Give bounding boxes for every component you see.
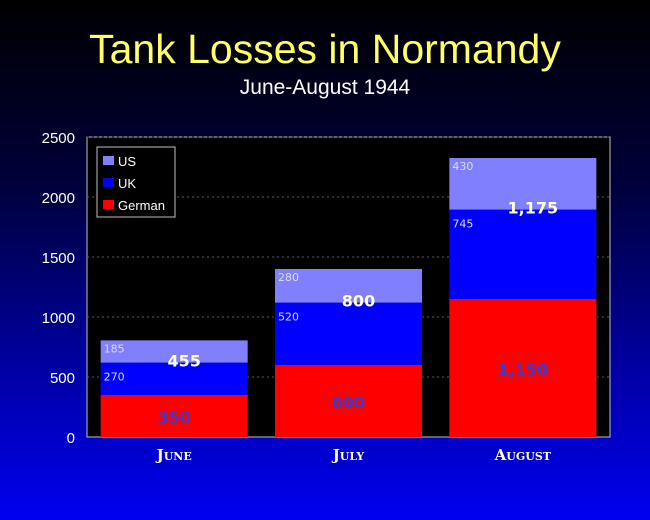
x-tick-label: August: [494, 446, 552, 464]
legend-swatch-german: [103, 200, 114, 209]
bar-segment-german-june: [100, 395, 248, 437]
y-tick-label: 2500: [42, 130, 75, 147]
y-tick-label: 1500: [42, 250, 75, 267]
data-label-german: 1,150: [498, 360, 549, 379]
chart-subtitle: June-August 1944: [239, 76, 411, 99]
bar-segment-us-june: [100, 340, 248, 363]
y-tick-label: 500: [50, 370, 75, 387]
data-label-us: 280: [278, 271, 299, 284]
bar-segment-german-july: [275, 365, 422, 437]
legend-swatch-uk: [103, 178, 114, 187]
allied-total-label: 455: [167, 352, 200, 371]
data-label-us: 185: [104, 342, 125, 355]
bar-segment-uk-august: [449, 209, 597, 299]
legend-label-uk: UK: [118, 176, 136, 191]
allied-total-label: 800: [342, 292, 375, 311]
data-label-german: 600: [332, 393, 365, 412]
bar-segment-us-august: [449, 158, 597, 210]
data-label-german: 350: [157, 408, 190, 427]
y-tick-label: 1000: [42, 310, 75, 327]
bar-segment-uk-june: [100, 362, 248, 395]
legend-swatch-us: [103, 156, 114, 165]
x-tick-label: June: [155, 446, 192, 464]
y-tick-label: 2000: [42, 190, 75, 207]
legend-label-us: US: [118, 154, 136, 169]
bar-segment-german-august: [449, 299, 597, 437]
bar-segment-us-july: [275, 269, 422, 303]
data-label-uk: 270: [104, 371, 125, 384]
data-label-us: 430: [452, 160, 473, 173]
x-tick-label: July: [331, 446, 365, 464]
bar-segment-uk-july: [275, 302, 422, 365]
y-tick-label: 0: [67, 430, 75, 447]
chart-title: Tank Losses in Normandy: [89, 26, 561, 72]
allied-total-label: 1,175: [508, 199, 559, 218]
data-label-uk: 745: [452, 218, 473, 231]
data-label-uk: 520: [278, 311, 299, 324]
legend-label-german: German: [118, 198, 165, 213]
